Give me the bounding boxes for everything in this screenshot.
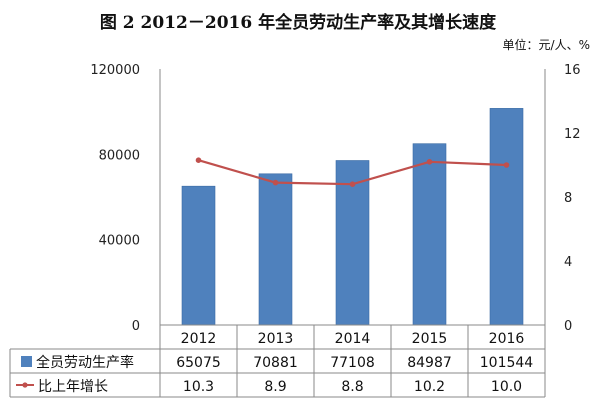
bar-value-label: 101544 (480, 355, 534, 371)
left-tick-label: 40000 (99, 234, 140, 249)
category-label: 2015 (412, 331, 448, 347)
bar-series-name: 全员劳动生产率 (36, 354, 134, 371)
category-label: 2014 (335, 331, 371, 347)
growth-value-label: 10.0 (491, 379, 522, 395)
bar-value-label: 84987 (407, 355, 452, 371)
growth-point (426, 159, 433, 165)
unit-label: 单位：元/人、% (502, 38, 590, 52)
left-tick-label: 0 (132, 319, 140, 334)
growth-point (272, 179, 279, 186)
chart-title: 图 2 2012－2016 年全员劳动生产率及其增长速度 (99, 13, 497, 33)
category-label: 2012 (181, 331, 217, 347)
bar (181, 185, 216, 326)
right-tick-label: 8 (564, 191, 572, 206)
bar-value-label: 70881 (253, 355, 298, 371)
right-tick-label: 4 (564, 255, 572, 270)
growth-value-label: 10.3 (183, 379, 214, 395)
bar (335, 160, 370, 326)
growth-value-label: 10.2 (414, 379, 445, 395)
bar-value-label: 77108 (330, 355, 375, 371)
bar (412, 143, 447, 326)
line-legend-marker (22, 382, 28, 388)
category-label: 2016 (489, 331, 525, 347)
right-tick-label: 12 (564, 127, 581, 142)
right-tick-label: 0 (564, 319, 572, 334)
bar (258, 173, 293, 326)
growth-value-label: 8.9 (264, 379, 286, 395)
bar (489, 108, 524, 326)
growth-point (195, 157, 202, 163)
growth-point (503, 162, 510, 168)
bar-legend-swatch (21, 356, 32, 367)
growth-value-label: 8.8 (341, 379, 363, 395)
bar-value-label: 65075 (176, 355, 221, 371)
growth-point (349, 181, 356, 187)
right-tick-label: 16 (564, 63, 581, 78)
category-label: 2013 (258, 331, 294, 347)
left-tick-label: 120000 (90, 63, 140, 78)
left-tick-label: 80000 (99, 148, 140, 163)
line-series-name: 比上年增长 (38, 379, 108, 395)
